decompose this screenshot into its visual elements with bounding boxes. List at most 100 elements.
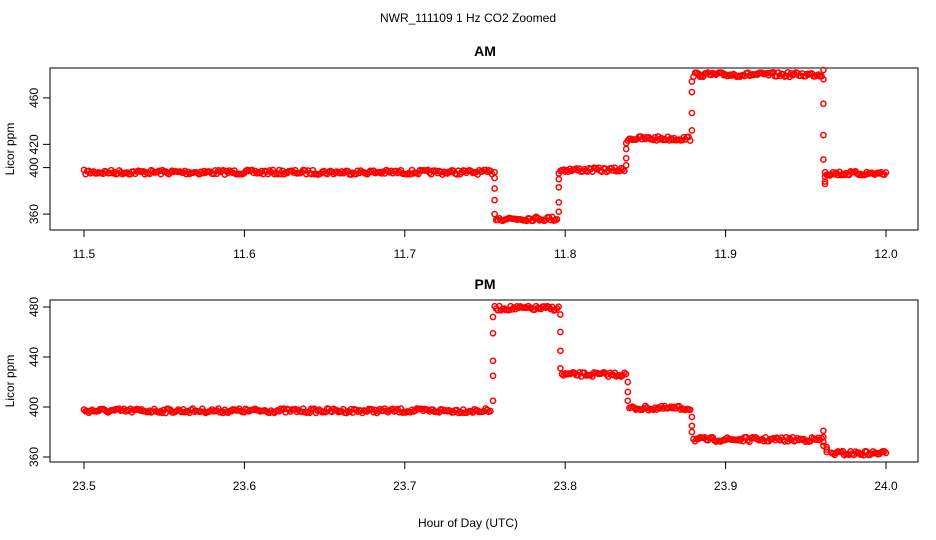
pm-data-point	[487, 407, 494, 415]
am-data-point	[427, 170, 435, 178]
pm-data-point	[507, 302, 514, 310]
pm-transition-point	[489, 329, 497, 337]
am-transition-point	[555, 208, 563, 216]
am-transition-point	[820, 66, 827, 74]
am-x-tick-label: 11.7	[394, 247, 417, 261]
am-transition-point	[491, 185, 498, 192]
pm-panel: PM Licor ppm 23.5 23.6 23.7 23.8 23.9 24.0 360…	[3, 276, 919, 493]
am-axis-ticks: 11.5 11.6 11.7 11.8 11.9 12.0 360 400 420 460	[27, 88, 898, 261]
am-data-point	[685, 133, 692, 141]
am-data-point	[786, 73, 793, 81]
am-x-tick-label: 11.5	[73, 247, 96, 261]
pm-transition-point	[557, 328, 564, 336]
pm-transition-point	[624, 378, 632, 386]
pm-transition-point	[688, 428, 696, 436]
am-y-tick-label: 400	[27, 157, 41, 177]
pm-y-tick-label: 480	[27, 297, 41, 317]
am-data-points	[80, 66, 890, 225]
am-data-point	[352, 170, 360, 178]
am-data-point	[882, 169, 890, 176]
am-transition-point	[820, 131, 827, 139]
pm-transition-point	[820, 438, 827, 446]
pm-data-point	[555, 303, 562, 311]
am-transition-point	[555, 199, 563, 206]
am-transition-point	[820, 156, 827, 163]
pm-panel-title: PM	[475, 276, 496, 292]
am-x-tick-label: 11.8	[554, 247, 577, 261]
pm-y-tick-label: 360	[27, 447, 41, 467]
am-data-point	[210, 170, 217, 178]
pm-transition-point	[557, 364, 564, 372]
pm-data-point	[686, 406, 694, 414]
pm-x-tick-label: 23.8	[554, 479, 578, 493]
pm-x-tick-label: 23.7	[393, 479, 417, 493]
pm-transition-point	[489, 357, 497, 365]
pm-y-tick-label: 440	[27, 347, 41, 367]
am-transition-point	[688, 78, 696, 85]
am-panel: AM Licor ppm 11.5 11.6 11.7 11.8 11.9 12.0 360…	[3, 43, 919, 261]
pm-transition-point	[820, 442, 827, 450]
am-x-tick-label: 11.6	[233, 247, 256, 261]
am-data-point	[621, 167, 628, 175]
am-transition-point	[820, 75, 827, 83]
pm-transition-point	[489, 313, 497, 321]
pm-transition-point	[489, 397, 497, 405]
am-transition-point	[491, 196, 498, 204]
am-y-tick-label: 460	[27, 88, 41, 108]
pm-data-point	[642, 402, 649, 410]
am-y-tick-label: 360	[27, 204, 41, 224]
am-data-point	[686, 137, 694, 144]
am-panel-title: AM	[474, 43, 496, 59]
pm-x-tick-label: 24.0	[874, 479, 898, 493]
pm-data-point	[622, 370, 630, 378]
pm-x-tick-label: 23.6	[233, 479, 257, 493]
pm-transition-point	[489, 372, 497, 380]
pm-transition-point	[688, 422, 696, 430]
pm-data-point	[882, 449, 890, 457]
pm-data-point	[299, 405, 307, 412]
am-transition-point	[491, 174, 498, 182]
am-transition-point	[491, 210, 498, 218]
pm-transition-point	[823, 448, 831, 456]
pm-transition-point	[557, 311, 564, 318]
am-x-tick-label: 11.9	[714, 247, 737, 261]
pm-data-points	[80, 302, 890, 459]
am-transition-point	[622, 145, 630, 153]
am-transition-point	[821, 180, 829, 188]
am-transition-point	[555, 170, 563, 177]
am-transition-point	[622, 154, 630, 162]
pm-y-tick-label: 400	[27, 397, 41, 417]
pm-x-tick-label: 23.5	[72, 479, 96, 493]
am-plot-frame	[49, 67, 919, 231]
am-transition-point	[688, 109, 696, 117]
pm-transition-point	[820, 427, 827, 435]
am-transition-point	[688, 127, 696, 134]
am-data-point	[782, 72, 790, 80]
pm-plot-frame	[49, 299, 919, 463]
pm-axis-ticks: 23.5 23.6 23.7 23.8 23.9 24.0 360 400 440 480	[27, 297, 898, 493]
pm-transition-point	[688, 413, 696, 421]
pm-x-tick-label: 23.9	[714, 479, 738, 493]
am-transition-point	[622, 161, 630, 169]
pm-data-point	[880, 448, 888, 455]
pm-y-axis-label: Licor ppm	[3, 355, 17, 408]
am-y-tick-label: 420	[27, 134, 41, 154]
pm-transition-point	[557, 347, 564, 355]
am-transition-point	[688, 88, 696, 96]
am-y-axis-label: Licor ppm	[3, 123, 17, 176]
am-transition-point	[821, 178, 829, 185]
am-x-tick-label: 12.0	[874, 247, 898, 261]
pm-data-point	[224, 409, 232, 417]
am-data-point	[553, 215, 561, 223]
am-transition-point	[555, 183, 563, 191]
pm-transition-point	[624, 388, 632, 396]
am-transition-point	[622, 139, 630, 147]
figure-x-axis-label: Hour of Day (UTC)	[418, 516, 518, 530]
am-transition-point	[555, 175, 563, 183]
figure-suptitle: NWR_111109 1 Hz CO2 Zoomed	[380, 11, 556, 25]
pm-data-point	[746, 438, 753, 446]
pm-transition-point	[624, 397, 632, 405]
am-transition-point	[820, 100, 827, 108]
pm-transition-point	[823, 446, 831, 453]
